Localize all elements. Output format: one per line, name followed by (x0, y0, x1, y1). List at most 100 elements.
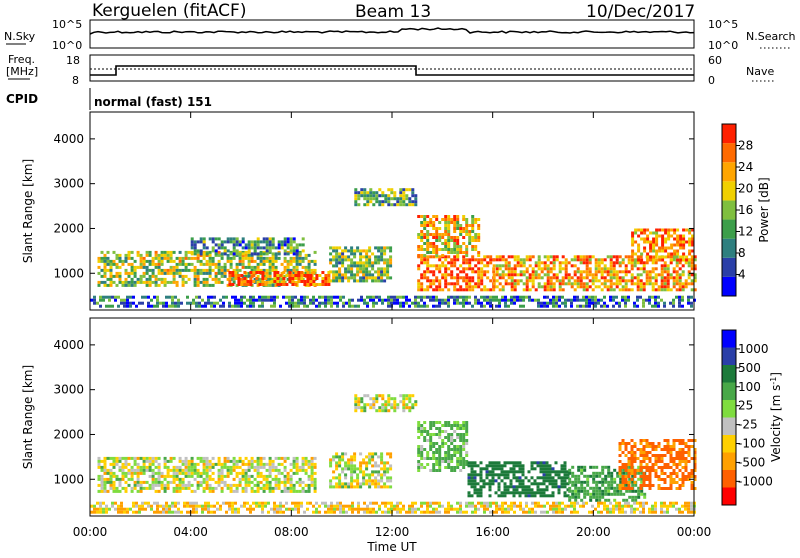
data-cell (128, 472, 131, 475)
data-cell (263, 475, 266, 478)
colorbar-cell (722, 143, 736, 162)
data-cell (426, 433, 429, 436)
data-cell (477, 491, 480, 494)
data-cell (513, 467, 516, 470)
data-cell (272, 246, 275, 249)
data-cell (627, 296, 630, 299)
data-cell (137, 481, 140, 484)
data-cell (284, 237, 287, 240)
data-cell (311, 463, 314, 466)
data-cell (495, 464, 498, 467)
data-cell (116, 254, 119, 257)
data-cell (652, 259, 655, 262)
data-cell (670, 487, 673, 490)
data-cell (218, 475, 221, 478)
data-cell (270, 508, 273, 511)
data-cell (113, 457, 116, 460)
data-cell (221, 272, 224, 275)
data-cell (426, 430, 429, 433)
data-cell (456, 267, 459, 270)
data-cell (429, 270, 432, 273)
data-cell (209, 484, 212, 487)
data-cell (363, 406, 366, 409)
data-cell (194, 472, 197, 475)
data-cell (356, 482, 359, 485)
data-cell (679, 439, 682, 442)
data-cell (492, 467, 495, 470)
data-cell (646, 282, 649, 285)
data-cell (197, 472, 200, 475)
data-cell (465, 430, 468, 433)
data-cell (203, 469, 206, 472)
data-cell (134, 463, 137, 466)
data-cell (664, 445, 667, 448)
data-cell (408, 197, 411, 200)
data-cell (254, 478, 257, 481)
data-cell (237, 302, 240, 305)
data-cell (435, 233, 438, 236)
data-cell (399, 203, 402, 206)
data-cell (423, 254, 426, 257)
data-cell (212, 478, 215, 481)
data-cell (607, 469, 610, 472)
data-cell (222, 305, 225, 308)
data-cell (396, 296, 399, 299)
data-cell (658, 466, 661, 469)
data-cell (664, 478, 667, 481)
data-cell (610, 487, 613, 490)
data-cell (350, 473, 353, 476)
data-cell (152, 269, 155, 272)
data-cell (273, 280, 276, 283)
data-cell (215, 278, 218, 281)
data-cell (281, 457, 284, 460)
data-cell (260, 252, 263, 255)
data-cell (441, 430, 444, 433)
data-cell (176, 475, 179, 478)
data-cell (360, 296, 363, 299)
data-cell (273, 302, 276, 305)
data-cell (471, 485, 474, 488)
data-cell (483, 482, 486, 485)
data-cell (383, 252, 386, 255)
data-cell (263, 257, 266, 260)
data-cell (387, 197, 390, 200)
data-cell (580, 466, 583, 469)
data-cell (405, 299, 408, 302)
data-cell (344, 467, 347, 470)
data-cell (245, 246, 248, 249)
data-cell (640, 490, 643, 493)
data-cell (327, 296, 330, 299)
data-cell (450, 239, 453, 242)
data-cell (676, 439, 679, 442)
data-cell (652, 454, 655, 457)
data-cell (612, 508, 615, 511)
data-cell (393, 296, 396, 299)
data-cell (652, 244, 655, 247)
data-cell (185, 457, 188, 460)
data-cell (529, 264, 532, 267)
data-cell (589, 267, 592, 270)
data-cell (483, 511, 486, 514)
data-cell (221, 463, 224, 466)
data-cell (553, 285, 556, 288)
data-cell (393, 508, 396, 511)
data-cell (489, 305, 492, 308)
data-cell (228, 274, 231, 277)
data-cell (655, 276, 658, 279)
data-cell (580, 276, 583, 279)
data-cell (359, 485, 362, 488)
data-cell (432, 463, 435, 466)
data-cell (368, 255, 371, 258)
data-cell (110, 272, 113, 275)
data-cell (586, 267, 589, 270)
data-cell (531, 508, 534, 511)
data-cell (239, 257, 242, 260)
data-cell (507, 485, 510, 488)
data-cell (98, 475, 101, 478)
data-cell (381, 511, 384, 514)
data-cell (165, 502, 168, 505)
data-cell (628, 475, 631, 478)
data-cell (249, 305, 252, 308)
data-cell (324, 296, 327, 299)
data-cell (681, 505, 684, 508)
